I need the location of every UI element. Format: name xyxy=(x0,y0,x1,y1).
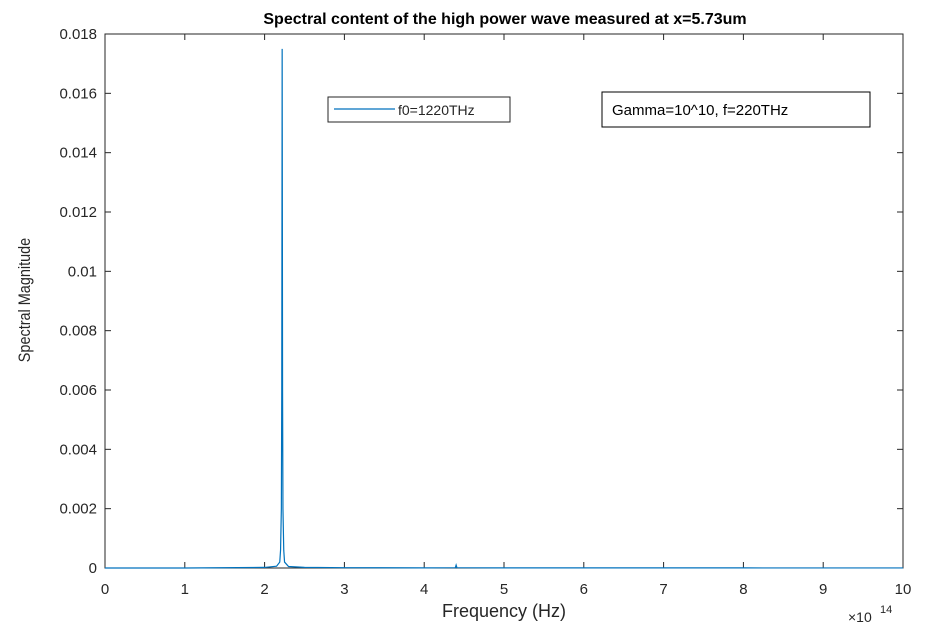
x-tick-label: 2 xyxy=(260,581,268,598)
y-tick-label: 0.006 xyxy=(59,382,97,399)
y-tick-label: 0.01 xyxy=(68,263,97,280)
x-tick-label: 6 xyxy=(580,581,588,598)
y-tick-label: 0.016 xyxy=(59,85,97,102)
x-exponent-power: 14 xyxy=(880,604,892,616)
x-tick-label: 10 xyxy=(895,581,912,598)
x-tick-label: 0 xyxy=(101,581,109,598)
legend-entry-label: f0=1220THz xyxy=(398,102,475,118)
x-tick-label: 3 xyxy=(340,581,348,598)
legend: f0=1220THz xyxy=(327,96,511,123)
x-tick-label: 4 xyxy=(420,581,428,598)
y-axis-label: Spectral Magnitude xyxy=(16,238,34,363)
x-tick-label: 1 xyxy=(181,581,189,598)
y-tick-label: 0.018 xyxy=(59,26,97,43)
series-layer xyxy=(105,48,903,569)
chart-title: Spectral content of the high power wave … xyxy=(263,11,746,28)
annotation: Gamma=10^10, f=220THz xyxy=(601,91,871,128)
series-line xyxy=(105,48,903,569)
x-axis-exponent: ×10 14 xyxy=(848,604,892,625)
annotation-text: Gamma=10^10, f=220THz xyxy=(612,102,788,119)
x-tick-label: 7 xyxy=(659,581,667,598)
y-tick-label: 0.004 xyxy=(59,441,97,458)
x-exponent-base: ×10 xyxy=(848,609,872,625)
x-tick-label: 8 xyxy=(739,581,747,598)
y-tick-label: 0.012 xyxy=(59,204,97,221)
y-axis-ticks: 0 0.002 0.004 0.006 0.008 0.01 0.012 0.014 0.016… xyxy=(59,26,903,577)
y-tick-label: 0.008 xyxy=(59,323,97,340)
x-tick-label: 9 xyxy=(819,581,827,598)
y-tick-label: 0.002 xyxy=(59,501,97,518)
y-tick-label: 0.014 xyxy=(59,145,97,162)
x-axis-label: Frequency (Hz) xyxy=(442,601,566,621)
x-axis-ticks: 0 1 2 3 4 5 6 7 8 9 10 xyxy=(101,34,912,598)
y-tick-label: 0 xyxy=(89,560,97,577)
x-tick-label: 5 xyxy=(500,581,508,598)
annotation-box xyxy=(601,91,871,128)
